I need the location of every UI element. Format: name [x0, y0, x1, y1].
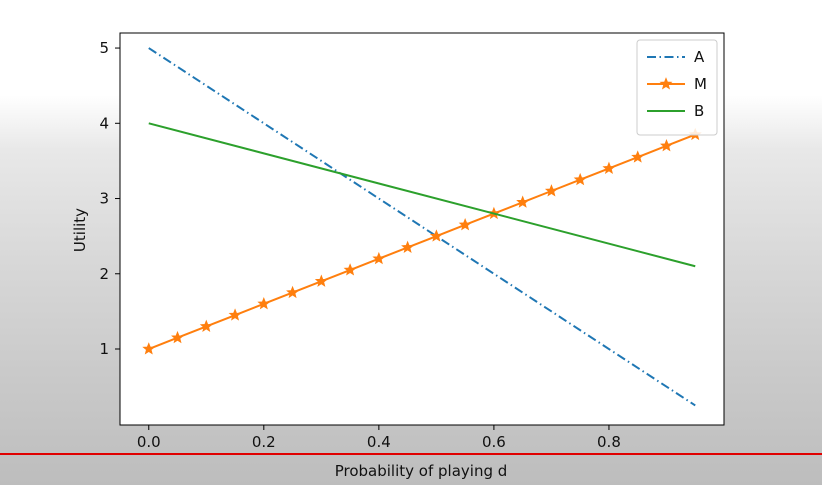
data-point-m [602, 161, 616, 174]
data-point-m [573, 172, 587, 186]
data-point-m [458, 218, 472, 231]
x-tick-label: 0.0 [137, 433, 161, 451]
y-tick-label: 1 [99, 340, 109, 358]
data-point-m [199, 319, 213, 332]
legend: AMB [636, 39, 718, 136]
y-tick-label: 4 [99, 114, 109, 132]
x-tick-label: 0.6 [482, 433, 506, 451]
y-axis: 1 2 3 4 5 [99, 39, 120, 358]
legend-marker-m [659, 77, 673, 90]
series-line-a [148, 47, 696, 407]
y-tick-label: 5 [99, 39, 109, 57]
data-point-m [257, 297, 271, 310]
legend-label-m: M [694, 75, 707, 93]
y-axis-label: Utility [71, 208, 89, 252]
data-point-m [516, 195, 530, 208]
x-tick-label: 0.8 [597, 433, 621, 451]
data-point-m [286, 285, 300, 299]
x-tick-label: 0.2 [252, 433, 276, 451]
y-tick-label: 3 [99, 190, 109, 208]
plot-area [119, 32, 725, 426]
data-point-m [228, 308, 242, 321]
data-point-m [314, 274, 328, 287]
data-point-m [142, 342, 156, 355]
legend-label-a: A [694, 48, 705, 66]
data-point-m [343, 263, 357, 276]
data-point-m [372, 251, 386, 265]
series-m [142, 127, 702, 355]
series-line-b [148, 122, 696, 268]
data-point-m [429, 229, 443, 242]
y-tick-label: 2 [99, 265, 109, 283]
x-tick-label: 0.4 [367, 433, 391, 451]
legend-label-b: B [694, 102, 704, 120]
data-point-m [631, 150, 645, 163]
series-b [148, 122, 696, 268]
x-axis: 0.0 0.2 0.4 0.6 0.8 [137, 425, 621, 451]
data-point-m [171, 330, 185, 344]
data-point-m [544, 184, 558, 197]
series-a [148, 47, 696, 407]
data-point-m [659, 139, 673, 152]
x-axis-label: Probability of playing d [335, 462, 508, 480]
series-layer [142, 47, 702, 407]
data-point-m [401, 240, 415, 253]
